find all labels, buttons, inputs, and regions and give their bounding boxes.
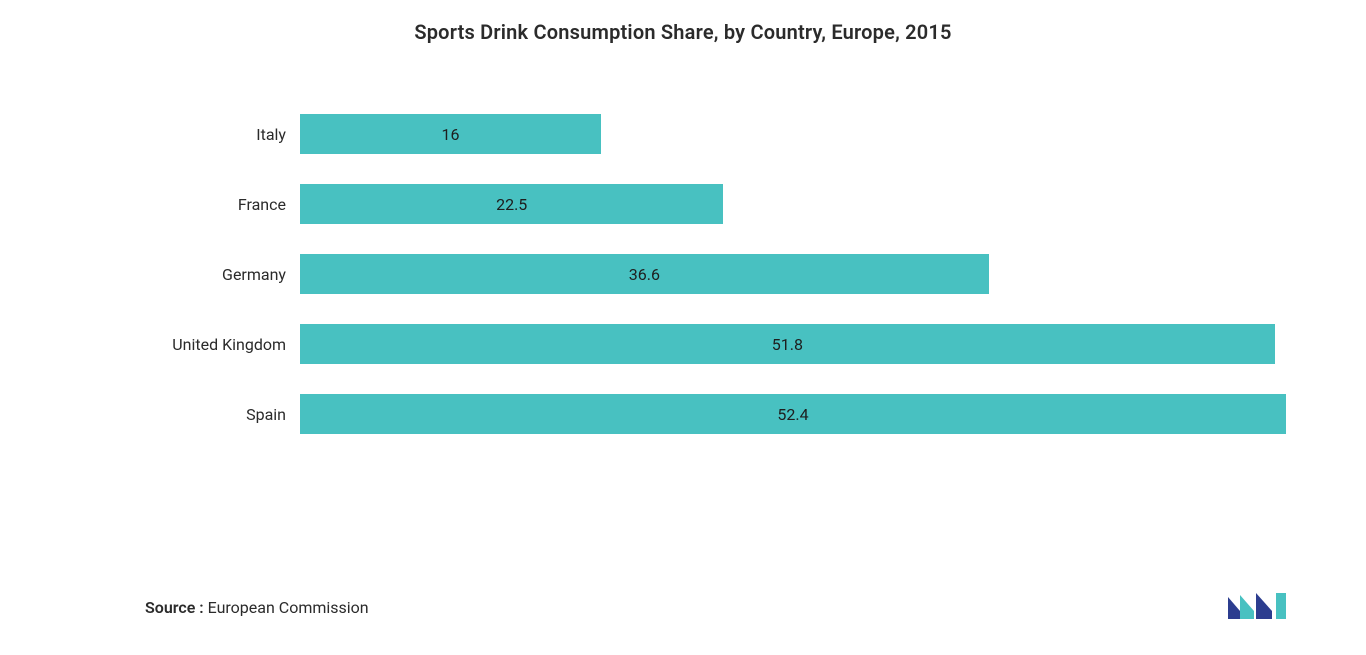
bar-value-label: 52.4 xyxy=(777,405,808,424)
bar-value-label: 36.6 xyxy=(629,265,660,284)
category-label: Spain xyxy=(140,405,300,424)
bar-row: France 22.5 xyxy=(140,184,1286,224)
bar-track: 16 xyxy=(300,114,1286,154)
source-attribution: Source : European Commission xyxy=(145,598,369,617)
bar: 16 xyxy=(300,114,601,154)
bar: 22.5 xyxy=(300,184,723,224)
bar-track: 52.4 xyxy=(300,394,1286,434)
bar-value-label: 51.8 xyxy=(772,335,803,354)
brand-logo xyxy=(1226,585,1296,625)
category-label: United Kingdom xyxy=(140,335,300,354)
bar-track: 51.8 xyxy=(300,324,1286,364)
bar-track: 36.6 xyxy=(300,254,1286,294)
category-label: Germany xyxy=(140,265,300,284)
chart-container: Sports Drink Consumption Share, by Count… xyxy=(0,0,1366,655)
bar-row: Italy 16 xyxy=(140,114,1286,154)
bar-row: Spain 52.4 xyxy=(140,394,1286,434)
category-label: Italy xyxy=(140,125,300,144)
bar-row: United Kingdom 51.8 xyxy=(140,324,1286,364)
chart-title: Sports Drink Consumption Share, by Count… xyxy=(60,20,1306,44)
source-text: European Commission xyxy=(208,598,369,617)
source-label: Source : xyxy=(145,598,204,617)
bar: 51.8 xyxy=(300,324,1275,364)
bar-value-label: 16 xyxy=(442,125,460,144)
mordor-logo-icon xyxy=(1226,585,1296,625)
category-label: France xyxy=(140,195,300,214)
bar: 52.4 xyxy=(300,394,1286,434)
bar-value-label: 22.5 xyxy=(496,195,527,214)
bar-row: Germany 36.6 xyxy=(140,254,1286,294)
plot-area: Italy 16 France 22.5 Germany 36.6 xyxy=(60,114,1306,464)
bar-track: 22.5 xyxy=(300,184,1286,224)
bar: 36.6 xyxy=(300,254,989,294)
